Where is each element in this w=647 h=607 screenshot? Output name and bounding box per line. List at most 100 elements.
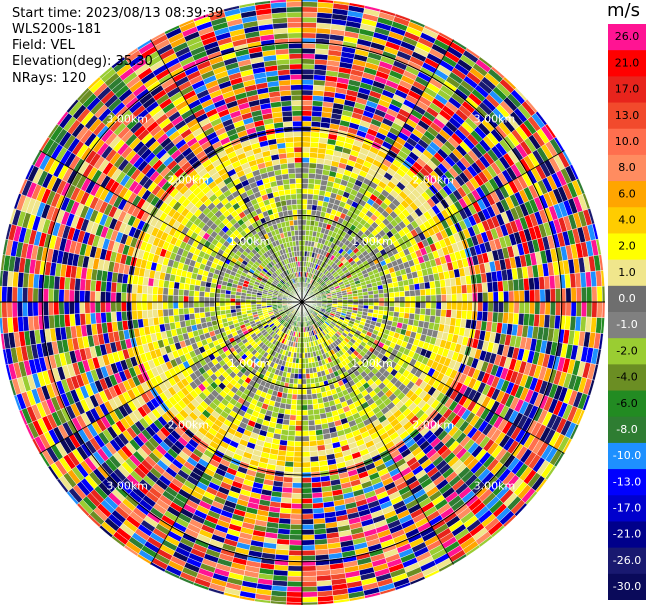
range-gate xyxy=(440,294,447,303)
range-gate xyxy=(304,352,309,359)
range-gate xyxy=(513,290,520,303)
range-gate xyxy=(393,286,400,293)
range-gate xyxy=(309,157,318,164)
range-gate xyxy=(309,377,316,385)
range-gate xyxy=(285,398,293,405)
range-gate xyxy=(285,455,295,463)
range-gate xyxy=(301,42,316,49)
range-gate xyxy=(305,219,311,226)
range-gate xyxy=(301,100,313,107)
range-gate xyxy=(282,418,290,426)
range-gate xyxy=(518,290,525,303)
range-gate xyxy=(295,420,303,427)
range-gate xyxy=(301,209,308,215)
range-gate xyxy=(388,306,395,312)
range-gate xyxy=(301,415,309,421)
range-gate xyxy=(311,486,323,494)
range-gate xyxy=(301,167,310,174)
range-gate xyxy=(477,292,484,303)
range-gate xyxy=(301,146,311,153)
range-gate xyxy=(555,288,562,303)
range-gate xyxy=(363,298,369,303)
range-gate xyxy=(398,311,405,319)
range-gate xyxy=(312,194,320,201)
range-gate xyxy=(306,388,312,395)
range-gate xyxy=(440,286,447,295)
range-gate xyxy=(290,513,303,520)
range-gate xyxy=(307,188,315,195)
range-gate xyxy=(306,399,314,406)
range-gate xyxy=(301,601,319,606)
range-gate xyxy=(415,301,421,309)
range-gate xyxy=(301,518,314,525)
range-gate xyxy=(430,301,437,310)
range-gate xyxy=(389,296,395,303)
range-gate xyxy=(502,312,509,324)
range-gate xyxy=(565,287,572,303)
range-gate xyxy=(555,301,562,316)
range-gate xyxy=(378,305,385,311)
range-gate xyxy=(301,389,308,395)
range-gate xyxy=(586,286,593,303)
range-gate xyxy=(301,224,307,231)
range-gate xyxy=(393,291,400,298)
range-gate xyxy=(420,301,427,309)
range-gate xyxy=(492,291,499,303)
range-gate xyxy=(291,492,303,499)
range-gate xyxy=(549,288,556,303)
range-gate xyxy=(301,219,307,226)
range-gate xyxy=(280,502,292,509)
range-gate xyxy=(301,544,316,551)
range-gate xyxy=(404,290,411,297)
range-gate xyxy=(296,389,303,395)
range-gate xyxy=(420,295,427,303)
range-gate xyxy=(313,188,320,196)
range-gate xyxy=(301,198,308,205)
range-gate xyxy=(461,310,468,320)
range-gate xyxy=(293,446,303,453)
range-gate xyxy=(293,461,303,468)
range-gate xyxy=(445,286,452,295)
range-gate xyxy=(301,451,311,458)
range-gate xyxy=(290,518,303,525)
range-gate xyxy=(291,393,298,400)
range-gate xyxy=(291,497,303,504)
range-gate xyxy=(492,311,499,323)
range-gate xyxy=(435,287,442,296)
range-gate xyxy=(308,167,317,174)
range-gate xyxy=(284,461,294,468)
range-gate xyxy=(287,575,303,582)
range-gate xyxy=(306,204,313,211)
range-gate xyxy=(293,451,303,458)
range-gate xyxy=(352,295,359,300)
range-gate xyxy=(301,529,315,536)
range-gate xyxy=(301,131,312,138)
range-gate xyxy=(301,575,317,582)
range-gate xyxy=(301,84,314,91)
range-gate xyxy=(297,378,303,385)
range-gate xyxy=(293,378,299,385)
range-gate xyxy=(565,301,572,317)
range-gate xyxy=(419,307,426,316)
range-gate xyxy=(310,131,321,138)
range-gate xyxy=(311,105,323,112)
range-gate xyxy=(301,534,315,541)
range-gate xyxy=(301,430,310,437)
range-gate xyxy=(301,136,311,143)
range-gate xyxy=(301,141,311,148)
range-gate xyxy=(301,0,319,3)
range-gate xyxy=(282,476,294,483)
range-gate xyxy=(466,292,473,303)
range-gate xyxy=(301,177,309,184)
range-gate xyxy=(415,295,421,303)
range-gate xyxy=(301,586,318,593)
range-gate xyxy=(306,198,314,205)
range-gate xyxy=(307,414,315,421)
range-gate xyxy=(301,466,312,473)
range-gate xyxy=(446,293,453,303)
range-gate xyxy=(301,11,318,18)
range-gate xyxy=(310,466,321,473)
range-gate xyxy=(312,502,324,509)
range-gate xyxy=(313,408,320,416)
range-gate xyxy=(286,586,303,593)
